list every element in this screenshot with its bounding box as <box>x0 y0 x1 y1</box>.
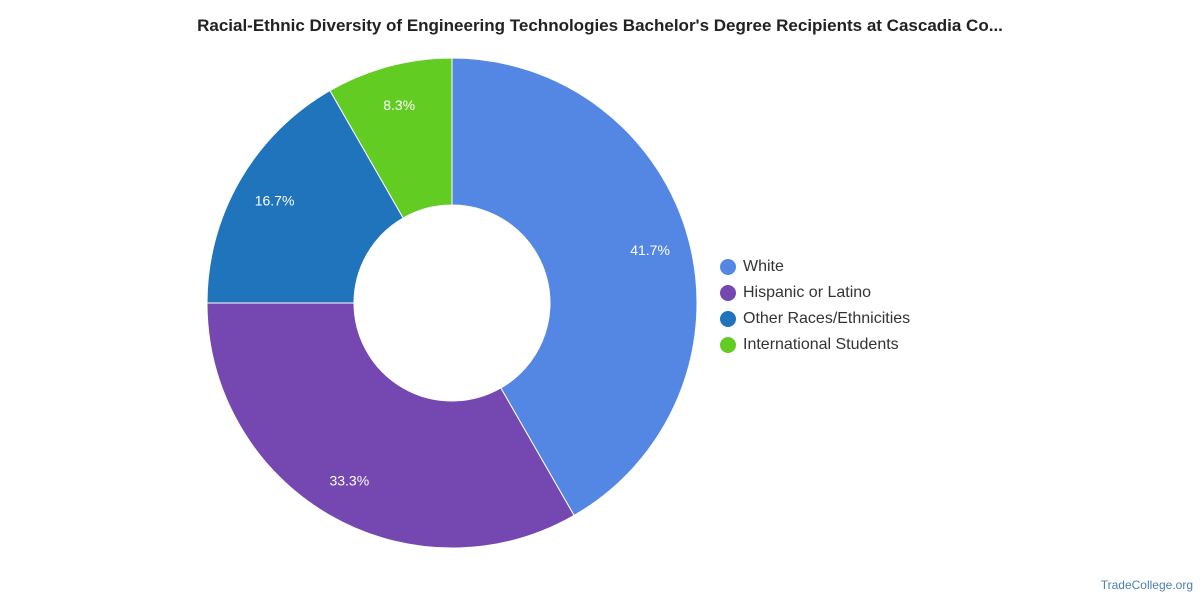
slice-label-other-races-ethnicities: 16.7% <box>255 192 295 208</box>
legend-label-international-students: International Students <box>743 336 899 353</box>
legend-item-white[interactable]: White <box>720 254 910 280</box>
slice-hispanic-or-latino[interactable] <box>206 302 575 549</box>
chart-title: Racial-Ethnic Diversity of Engineering T… <box>197 16 1003 35</box>
slice-international-students[interactable] <box>329 57 453 219</box>
source-link[interactable]: TradeCollege.org <box>1100 578 1193 592</box>
slice-label-hispanic-or-latino: 33.3% <box>329 472 369 488</box>
slice-label-white: 41.7% <box>630 242 670 258</box>
legend-swatch-international-students <box>720 337 736 353</box>
legend-item-other-races[interactable]: Other Races/Ethnicities <box>720 306 910 332</box>
legend-item-hispanic-or-latino[interactable]: Hispanic or Latino <box>720 280 910 306</box>
slice-label-international-students: 8.3% <box>383 97 415 113</box>
legend-swatch-hispanic-or-latino <box>720 285 736 301</box>
legend-swatch-other-races <box>720 311 736 327</box>
slice-other-races-ethnicities[interactable] <box>206 89 404 304</box>
slice-white[interactable] <box>451 57 698 517</box>
legend-label-other-races: Other Races/Ethnicities <box>743 310 911 327</box>
legend-label-hispanic-or-latino: Hispanic or Latino <box>743 284 872 301</box>
legend-label-white: White <box>743 258 784 275</box>
chart-legend: White Hispanic or Latino Other Races/Eth… <box>720 254 910 358</box>
legend-item-international-students[interactable]: International Students <box>720 332 910 358</box>
legend-swatch-white <box>720 259 736 275</box>
